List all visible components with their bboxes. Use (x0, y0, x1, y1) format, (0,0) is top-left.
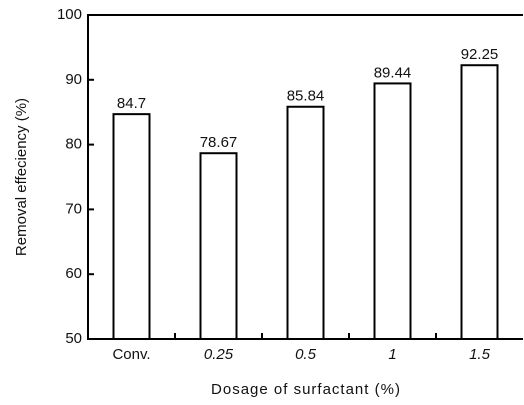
x-tick-label: 1 (388, 346, 396, 363)
x-tick-label: 0.5 (295, 346, 317, 363)
x-axis-label: Dosage of surfactant (%) (211, 381, 401, 398)
bar (286, 105, 325, 340)
y-tick-label: 100 (57, 6, 82, 23)
bar (112, 113, 151, 340)
bar (199, 152, 238, 340)
y-tick-label: 70 (65, 200, 82, 217)
bar (460, 64, 499, 340)
data-label: 89.44 (374, 64, 412, 81)
y-tick-label: 50 (65, 330, 82, 347)
x-tick-label: Conv. (112, 346, 150, 363)
bar (373, 82, 412, 340)
data-label: 84.7 (117, 95, 146, 112)
y-axis-label: Removal effeciency (%) (13, 98, 30, 256)
x-tick-label: 1.5 (469, 346, 491, 363)
data-label: 85.84 (287, 88, 325, 105)
y-tick-label: 90 (65, 71, 82, 88)
y-tick-label: 80 (65, 136, 82, 153)
data-label: 92.25 (461, 46, 499, 63)
x-tick-label: 0.25 (204, 346, 234, 363)
y-tick-label: 60 (65, 265, 82, 282)
data-label: 78.67 (200, 134, 238, 151)
